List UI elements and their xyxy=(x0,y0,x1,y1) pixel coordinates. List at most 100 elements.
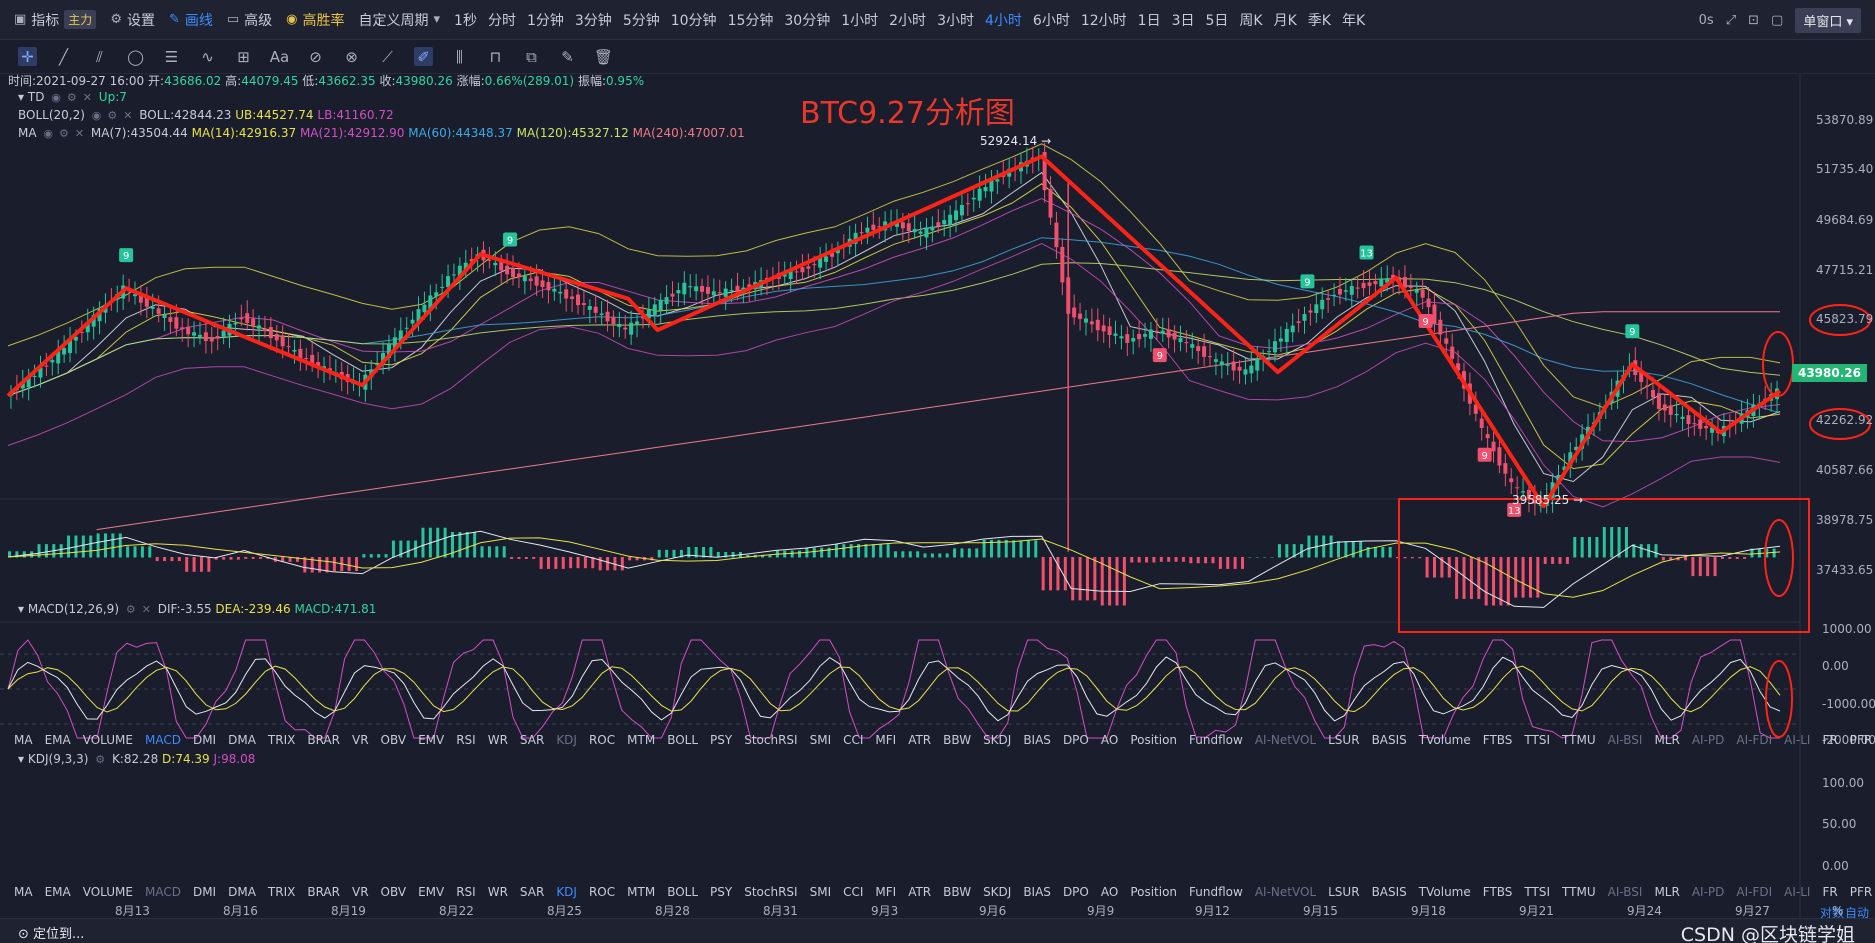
winrate-button[interactable]: ◉ 高胜率 xyxy=(286,10,344,30)
indicator-tab[interactable]: PFR xyxy=(1849,733,1873,747)
indicator-tab[interactable]: AI-BSI xyxy=(1607,733,1643,747)
wave-icon[interactable]: ∿ xyxy=(201,47,214,66)
indicator-tab[interactable]: PSY xyxy=(710,733,733,747)
indicator-tab[interactable]: MLR xyxy=(1654,885,1680,899)
indicator-tab[interactable]: StochRSI xyxy=(744,885,798,899)
indicator-tab[interactable]: DPO xyxy=(1062,885,1089,899)
eye-icon[interactable]: ◉ xyxy=(43,127,53,140)
indicator-tab[interactable]: VOLUME xyxy=(82,733,133,747)
indicator-tab[interactable]: OBV xyxy=(380,885,407,899)
period-tab[interactable]: 1秒 xyxy=(454,12,477,29)
indicator-tab[interactable]: SAR xyxy=(519,733,545,747)
indicator-tab[interactable]: BOLL xyxy=(667,885,699,899)
locate-button[interactable]: ⊙ 定位到... xyxy=(18,923,84,942)
ruler-icon[interactable]: ⟋ xyxy=(382,47,393,66)
indicator-tab[interactable]: MTM xyxy=(627,885,656,899)
indicator-tab[interactable]: BIAS xyxy=(1023,885,1051,899)
trend-line-icon[interactable]: ╱ xyxy=(58,47,69,66)
indicator-tab[interactable]: AO xyxy=(1100,733,1119,747)
indicator-tab[interactable]: MTM xyxy=(627,733,656,747)
indicator-tab[interactable]: ATR xyxy=(908,885,932,899)
chart-canvas[interactable]: 9 9 9 9 13 9 9 13 9 52924.14 → 39585.25 → xyxy=(0,74,1875,918)
period-tab[interactable]: 10分钟 xyxy=(670,12,717,29)
indicator-tab[interactable]: AI-FDI xyxy=(1736,885,1773,899)
settings-icon[interactable]: ⚙ xyxy=(95,753,106,766)
indicator-tab[interactable]: KDJ xyxy=(556,733,577,747)
magnet-icon[interactable]: ⊘ xyxy=(309,47,322,66)
indicator-tab[interactable]: MACD xyxy=(144,885,181,899)
indicator-tab[interactable]: LSUR xyxy=(1328,885,1360,899)
draw-button[interactable]: ✎ 画线 xyxy=(169,10,213,30)
indicator-tab[interactable]: BIAS xyxy=(1023,733,1051,747)
indicator-tab[interactable]: MA xyxy=(14,733,33,747)
candle-icon[interactable]: ⫼ xyxy=(456,47,463,66)
close-icon[interactable]: ✕ xyxy=(82,91,92,104)
settings-icon[interactable]: ⚙ xyxy=(125,603,136,616)
indicator-tab[interactable]: MFI xyxy=(875,733,897,747)
indicator-tab[interactable]: ROC xyxy=(588,733,616,747)
indicator-tab[interactable]: Fundflow xyxy=(1189,885,1243,899)
indicator-tab[interactable]: Fundflow xyxy=(1189,733,1243,747)
period-tab[interactable]: 季K xyxy=(1307,12,1331,29)
measure-icon[interactable]: ⊞ xyxy=(237,47,250,66)
close-icon[interactable]: ✕ xyxy=(123,109,133,122)
period-tab[interactable]: 2小时 xyxy=(889,12,927,29)
period-tab[interactable]: 6小时 xyxy=(1032,12,1070,29)
indicator-tab[interactable]: RSI xyxy=(456,733,476,747)
period-tab[interactable]: 5分钟 xyxy=(622,12,660,29)
indicator-tab[interactable]: OBV xyxy=(380,733,407,747)
percent-toggle[interactable]: % xyxy=(1832,904,1844,918)
indicator-tab[interactable]: MFI xyxy=(875,885,897,899)
period-tab[interactable]: 15分钟 xyxy=(727,12,774,29)
indicator-tab[interactable]: FR xyxy=(1822,733,1838,747)
eye-icon[interactable]: ◉ xyxy=(51,91,61,104)
indicator-tab[interactable]: VR xyxy=(351,885,369,899)
close-icon[interactable]: ✕ xyxy=(74,127,85,140)
settings-icon[interactable]: ⚙ xyxy=(107,109,118,122)
period-tab[interactable]: 3小时 xyxy=(937,12,974,29)
auto-toggle[interactable]: 自动 xyxy=(1845,906,1870,920)
period-tab[interactable]: 周K xyxy=(1239,12,1263,29)
crosshair-icon[interactable]: ✛ xyxy=(18,47,37,66)
window-mode-dropdown[interactable]: 单窗口 ▾ xyxy=(1795,7,1861,33)
period-tab[interactable]: 4小时 xyxy=(984,12,1022,29)
circle-icon[interactable]: ◯ xyxy=(127,47,144,66)
period-tab[interactable]: 分时 xyxy=(487,12,516,29)
indicator-tab[interactable]: TVolume xyxy=(1418,885,1471,899)
indicator-tab[interactable]: AI-LI xyxy=(1784,733,1811,747)
trash-icon[interactable]: 🗑 xyxy=(593,47,614,66)
indicator-tab[interactable]: Position xyxy=(1130,733,1178,747)
indicator-tab[interactable]: VOLUME xyxy=(82,885,133,899)
indicator-tab[interactable]: SMI xyxy=(809,885,832,899)
indicator-tab[interactable]: TTMU xyxy=(1562,733,1596,747)
draw-mode-icon[interactable]: ✐ xyxy=(414,47,433,66)
parallel-lines-icon[interactable]: ⫽ xyxy=(96,47,103,66)
fullscreen-icon[interactable]: ⤢ xyxy=(1725,12,1737,28)
indicator-tab[interactable]: AI-PD xyxy=(1691,733,1725,747)
indicator-tab[interactable]: VR xyxy=(351,733,369,747)
indicator-tab[interactable]: TTSI xyxy=(1524,885,1551,899)
indicator-tab[interactable]: MLR xyxy=(1654,733,1680,747)
period-tab[interactable]: 1日 xyxy=(1137,12,1161,29)
indicator-tab[interactable]: WR xyxy=(487,733,508,747)
indicator-tab[interactable]: EMV xyxy=(418,733,445,747)
fibonacci-icon[interactable]: ☰ xyxy=(164,47,179,66)
indicator-tab[interactable]: FR xyxy=(1822,885,1838,899)
indicator-tab[interactable]: MA xyxy=(14,885,33,899)
indicator-tab[interactable]: TRIX xyxy=(267,885,296,899)
indicator-tab[interactable]: AI-PD xyxy=(1691,885,1725,899)
indicator-tab[interactable]: DMI xyxy=(192,733,217,747)
indicator-tab[interactable]: DMA xyxy=(228,733,256,747)
indicator-tab[interactable]: DPO xyxy=(1062,733,1089,747)
screenshot-icon[interactable]: ⊡ xyxy=(1748,12,1760,28)
copy-icon[interactable]: ⧉ xyxy=(526,47,537,66)
period-tab[interactable]: 12小时 xyxy=(1080,12,1127,29)
indicator-tab[interactable]: FTBS xyxy=(1482,885,1513,899)
edit-icon[interactable]: ✎ xyxy=(561,47,574,66)
period-tab[interactable]: 年K xyxy=(1341,12,1366,29)
indicator-tab[interactable]: AI-FDI xyxy=(1736,733,1773,747)
indicator-tab[interactable]: FTBS xyxy=(1482,733,1513,747)
indicator-tab[interactable]: EMA xyxy=(44,885,71,899)
collapse-icon[interactable]: ▾ xyxy=(18,752,25,766)
indicator-tab[interactable]: Position xyxy=(1130,885,1178,899)
